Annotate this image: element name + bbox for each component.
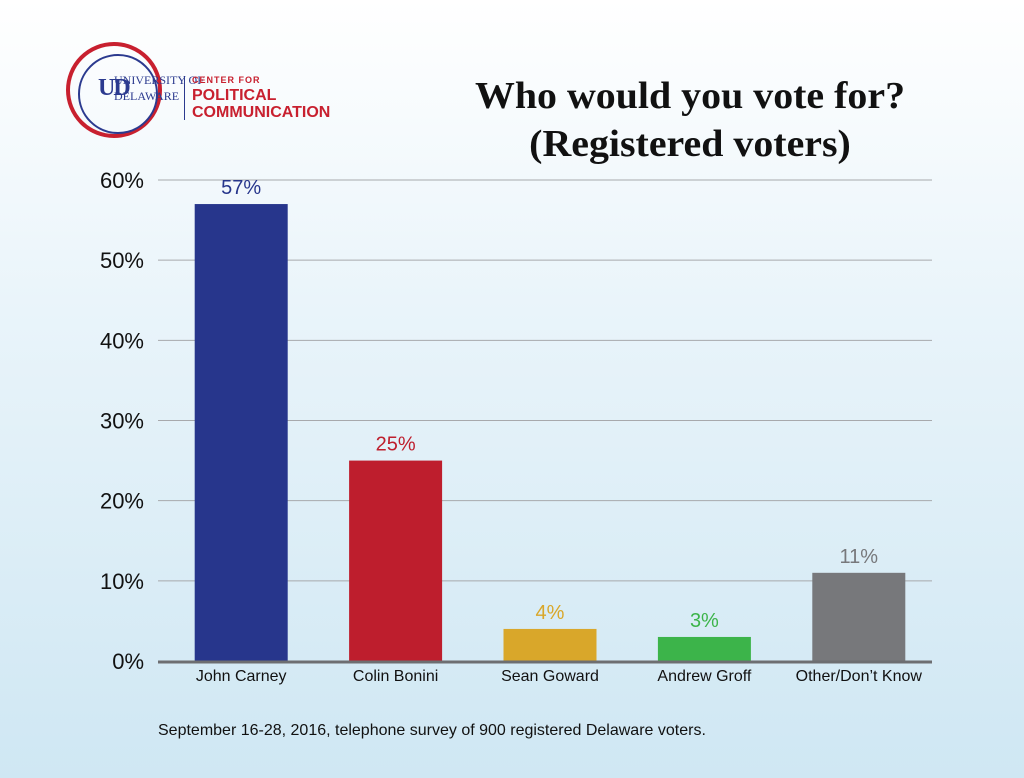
logo-university-name: UNIVERSITY OF DELAWARE bbox=[114, 73, 204, 103]
logo-divider bbox=[184, 76, 185, 120]
x-tick-label: Sean Goward bbox=[501, 668, 599, 685]
data-label: 11% bbox=[840, 546, 879, 568]
chart-title-line1: Who would you vote for? bbox=[474, 75, 906, 117]
y-tick-label: 10% bbox=[100, 569, 144, 594]
bar bbox=[349, 460, 443, 661]
data-label: 57% bbox=[221, 177, 261, 199]
logo-center-for: CENTER FOR bbox=[192, 75, 261, 85]
bar bbox=[657, 636, 751, 661]
chart-title-line2: (Registered voters) bbox=[529, 123, 851, 165]
x-tick-label: John Carney bbox=[196, 668, 287, 685]
chart-title: Who would you vote for? (Registered vote… bbox=[400, 72, 980, 168]
x-tick-label: Andrew Groff bbox=[657, 668, 752, 685]
y-tick-label: 30% bbox=[100, 409, 144, 434]
data-label: 4% bbox=[536, 602, 565, 624]
bar bbox=[812, 572, 906, 661]
x-tick-label: Other/Don’t Know bbox=[796, 668, 923, 685]
logo-seal bbox=[66, 42, 162, 138]
x-tick-label: Colin Bonini bbox=[353, 668, 438, 685]
y-tick-label: 50% bbox=[100, 248, 144, 273]
data-label: 3% bbox=[690, 610, 719, 632]
y-tick-label: 20% bbox=[100, 489, 144, 514]
y-tick-label: 0% bbox=[112, 649, 144, 674]
y-tick-label: 40% bbox=[100, 328, 144, 353]
y-tick-label: 60% bbox=[100, 168, 144, 193]
data-label: 25% bbox=[376, 434, 416, 456]
footnote: September 16-28, 2016, telephone survey … bbox=[158, 722, 706, 739]
logo-monogram: UD bbox=[98, 75, 131, 101]
logo: UD UNIVERSITY OF DELAWARE CENTER FOR POL… bbox=[66, 42, 366, 142]
bar bbox=[194, 204, 288, 662]
logo-political-communication: POLITICAL COMMUNICATION bbox=[192, 87, 331, 121]
bar bbox=[503, 628, 597, 661]
